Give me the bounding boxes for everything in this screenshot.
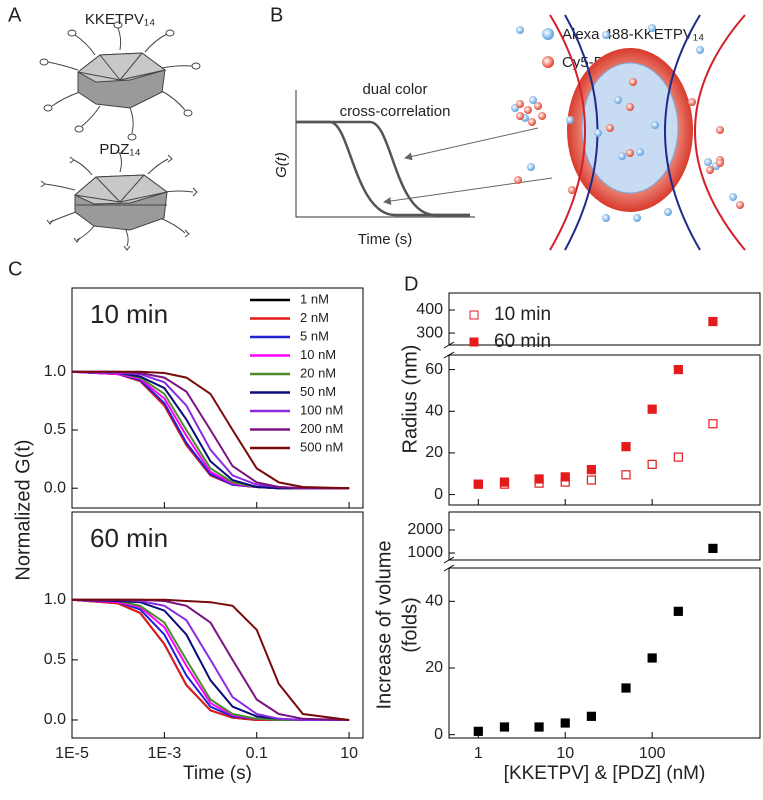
legend-label: 50 nM: [300, 384, 336, 399]
x-axis-label: [KKETPV] & [PDZ] (nM): [504, 763, 706, 784]
y-tick-label: 40: [425, 593, 443, 610]
y-tick-label: 400: [416, 301, 443, 318]
data-point: [708, 316, 718, 327]
data-point: [647, 459, 657, 469]
y-tick-label: 60: [425, 361, 443, 378]
legend-label: 1 nM: [300, 291, 329, 306]
legend-label: Alexa 488-KKETPV₁₄: [562, 26, 704, 43]
y-tick-label: 20: [425, 444, 443, 461]
data-point: [647, 404, 657, 414]
data-point: [534, 722, 544, 732]
legend-label: 5 nM: [300, 328, 329, 343]
data-point: [673, 606, 683, 616]
data-point: [621, 683, 631, 693]
data-point: [499, 722, 510, 732]
legend-label: 100 nM: [300, 402, 343, 417]
annotation: dual color: [362, 81, 427, 98]
data-point: [586, 475, 597, 485]
data-point: [534, 474, 544, 484]
data-line: [72, 598, 350, 721]
label: KKETPV₁₄: [85, 11, 155, 28]
legend-label: 2 nM: [300, 310, 329, 325]
y-tick-label: 0.0: [44, 711, 66, 728]
nanoparticle: [40, 149, 198, 251]
legend-swatch: [542, 28, 554, 40]
data-point: [586, 711, 597, 721]
legend-label: 10 nM: [300, 347, 336, 362]
axis-label: G(t): [273, 152, 290, 178]
y-tick-label: 1.0: [44, 363, 66, 380]
x-tick-label: 1E-3: [147, 745, 181, 762]
legend-label: 10 min: [494, 304, 551, 325]
data-point: [673, 452, 683, 462]
data-line: [72, 370, 350, 490]
y-tick-label: 0: [434, 486, 443, 503]
plot-frame: [71, 287, 364, 509]
y-tick-label: 0.0: [44, 479, 66, 496]
data-point: [586, 464, 597, 475]
data-point: [473, 726, 483, 736]
legend-label: 60 min: [494, 331, 551, 352]
plot-frame: [448, 511, 761, 561]
data-point: [621, 470, 631, 480]
y-tick-label: 300: [416, 324, 443, 341]
data-point: [560, 718, 570, 728]
x-axis-label: Time (s): [183, 763, 252, 784]
data-point: [708, 419, 718, 429]
y-tick-label: 40: [425, 402, 443, 419]
data-point: [473, 479, 483, 489]
panel-label: B: [270, 4, 283, 26]
y-tick-label: 20: [425, 659, 443, 676]
x-tick-label: 1: [474, 745, 483, 762]
legend-swatch: [542, 56, 554, 68]
legend-label: 200 nM: [300, 421, 343, 436]
legend-label: 20 nM: [300, 365, 336, 380]
plot-frame: [448, 292, 761, 346]
axis-break: [443, 564, 455, 572]
x-tick-label: 0.1: [246, 745, 268, 762]
data-point: [499, 477, 510, 487]
data-point: [621, 442, 631, 452]
data-point: [560, 472, 570, 482]
legend-label: 500 nM: [300, 439, 343, 454]
y-tick-label: 0.5: [44, 651, 66, 668]
y-tick-label: 0.5: [44, 421, 66, 438]
x-tick-label: 10: [556, 745, 574, 762]
axis-label: Time (s): [358, 231, 412, 248]
x-tick-label: 10: [340, 745, 358, 762]
panel-label: C: [8, 258, 22, 280]
legend-swatch: [469, 337, 479, 347]
label: PDZ₁₄: [99, 141, 140, 158]
plot-frame: [71, 511, 364, 739]
chart-title: 10 min: [90, 299, 168, 329]
annotation: cross-correlation: [340, 103, 451, 120]
y-axis-label: (folds): [399, 597, 421, 653]
axis-break: [443, 341, 455, 349]
y-tick-label: 1.0: [44, 591, 66, 608]
axis-label: Normalized G(t): [12, 439, 34, 580]
x-tick-label: 100: [639, 745, 666, 762]
y-tick-label: 2000: [407, 521, 443, 538]
schematic-plot: [295, 90, 553, 218]
data-point: [647, 653, 657, 663]
plot-frame: [448, 354, 761, 506]
y-tick-label: 0: [434, 726, 443, 743]
plot-frame: [448, 567, 761, 739]
y-axis-label: Radius (nm): [399, 345, 421, 454]
y-axis-label: Increase of volume: [373, 541, 395, 710]
panel-label: D: [404, 273, 418, 295]
data-point: [708, 543, 718, 553]
confocal-volume: [511, 14, 746, 251]
panel-label: A: [8, 4, 22, 26]
y-tick-label: 1000: [407, 544, 443, 561]
axis-break: [443, 351, 455, 359]
data-point: [673, 364, 683, 375]
legend-swatch: [469, 310, 479, 320]
chart-title: 60 min: [90, 523, 168, 553]
nanoparticle: [39, 21, 201, 141]
x-tick-label: 1E-5: [55, 745, 89, 762]
axis-break: [443, 556, 455, 564]
